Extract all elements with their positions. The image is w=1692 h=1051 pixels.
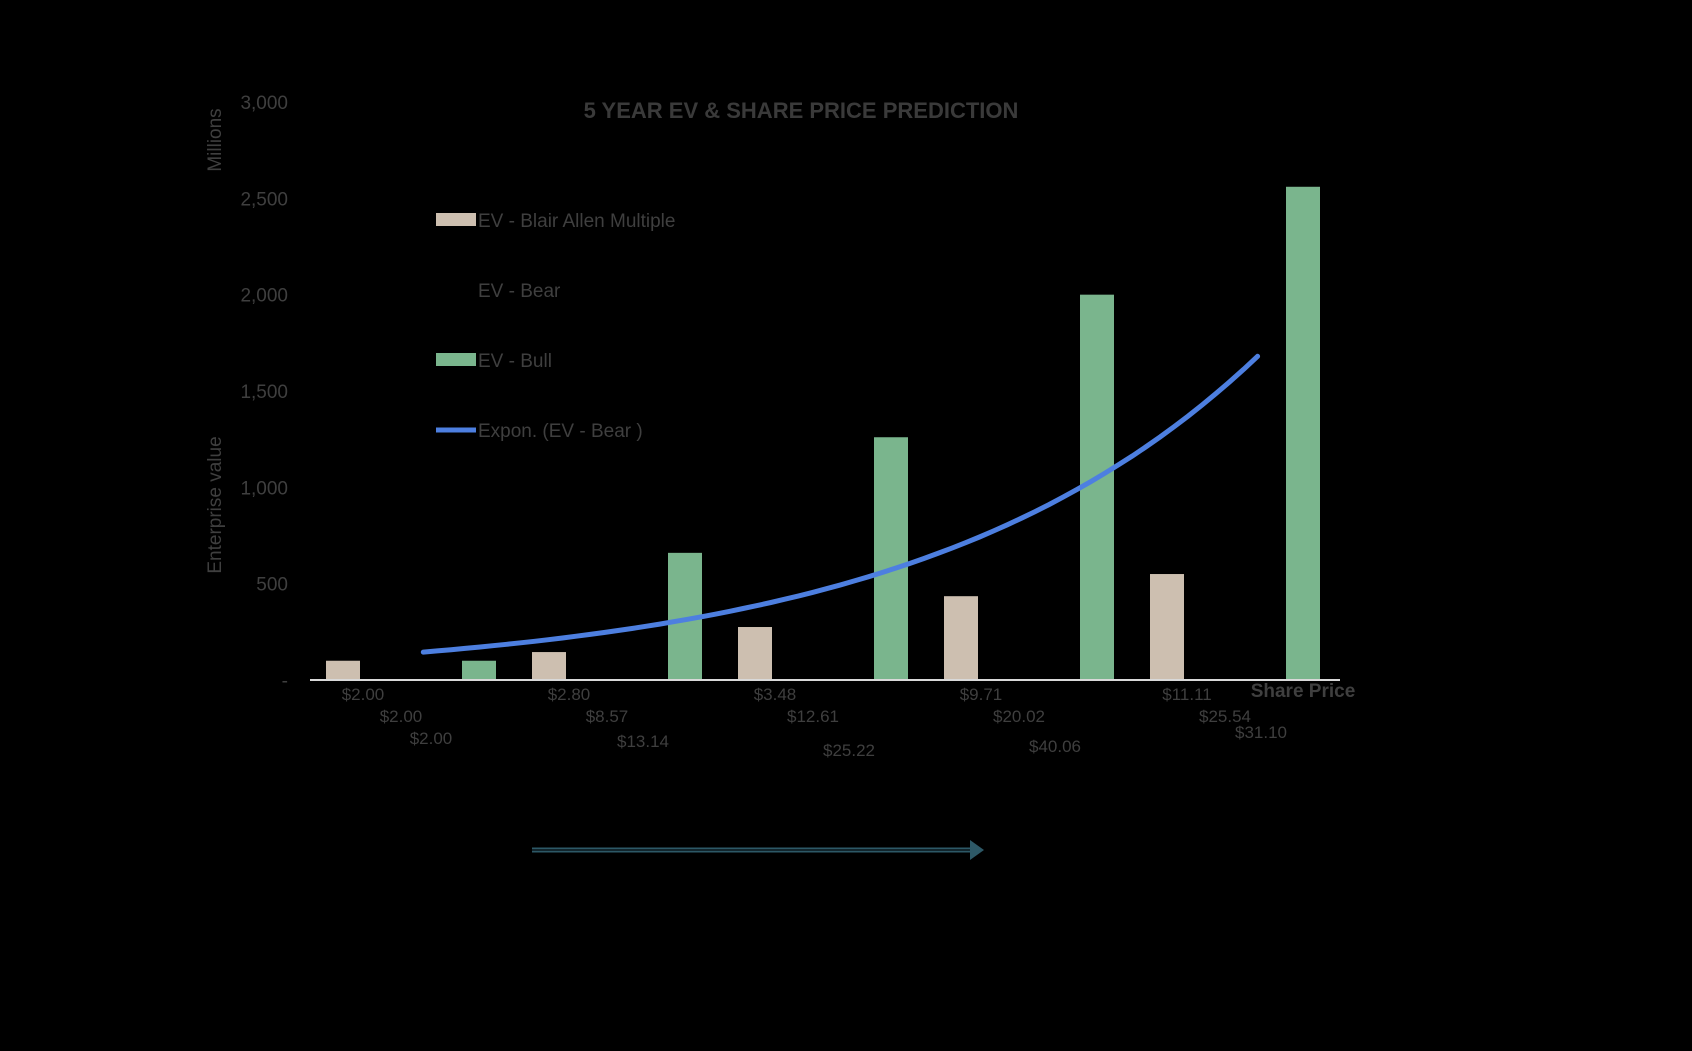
y-tick-label: 2,000 [240,286,288,307]
share-price-label: $2.00 [410,729,453,748]
share-price-label: $25.22 [823,741,875,760]
bar-ev-blair-allen-multiple-5 [1150,574,1184,680]
share-price-label: $2.80 [548,685,591,704]
bar-ev-bull-1 [462,660,496,680]
bar-ev-blair-allen-multiple-4 [944,596,978,680]
share-price-label: $2.00 [380,707,423,726]
y-tick-label: 1,500 [240,382,288,403]
share-price-label: $31.10 [1235,723,1287,742]
share-price-label: $40.06 [1029,737,1081,756]
bar-ev-blair-allen-multiple-1 [326,660,360,680]
legend-swatch [436,213,476,226]
trendline-group [420,353,1261,655]
share-price-label: $3.48 [754,685,797,704]
bar-ev-bull-5 [1286,186,1320,681]
y-tick-label: 1,000 [240,478,288,499]
arrow-head [970,840,984,860]
y-tick-label: 3,000 [240,93,288,114]
category-labels: $2.00 $2.00 $2.00 $2.80 $8.57 $13.14 $3.48 $12.… [342,685,1287,760]
bar-ev-blair-allen-multiple-3 [738,627,772,680]
legend-label: EV - Bear [478,281,561,302]
y-tick-label: 2,500 [240,189,288,210]
trendline-expon-ev-bear [420,353,1261,655]
progress-arrow [532,840,984,860]
legend-swatch [436,353,476,366]
share-price-label: $25.54 [1199,707,1251,726]
share-price-label: $8.57 [586,707,629,726]
legend-label: EV - Bull [478,351,552,372]
bars-group [326,186,1320,681]
legend-label: Expon. (EV - Bear ) [478,421,643,442]
share-price-label: $20.02 [993,707,1045,726]
legend: EV - Blair Allen Multiple EV - Bear EV - B… [436,211,675,442]
x-axis-title: Share Price [1251,681,1356,702]
y-tick-label: - [282,671,288,692]
bar-ev-blair-allen-multiple-2 [532,652,566,680]
y-axis-title: Enterprise value [205,436,226,573]
legend-label: EV - Blair Allen Multiple [478,211,675,232]
share-price-label: $11.11 [1162,685,1211,704]
share-price-label: $13.14 [617,732,669,751]
legend-swatch [436,283,476,296]
share-price-label: $12.61 [787,707,839,726]
y-axis: - 500 1,000 1,500 2,000 2,500 3,000 [240,93,288,692]
share-price-label: $9.71 [960,685,1003,704]
y-tick-label: 500 [256,575,288,596]
share-price-label: $2.00 [342,685,385,704]
chart-title: 5 YEAR EV & SHARE PRICE PREDICTION [584,98,1019,123]
y-axis-unit-label: Millions [205,108,226,171]
bar-ev-bull-3 [874,437,908,680]
